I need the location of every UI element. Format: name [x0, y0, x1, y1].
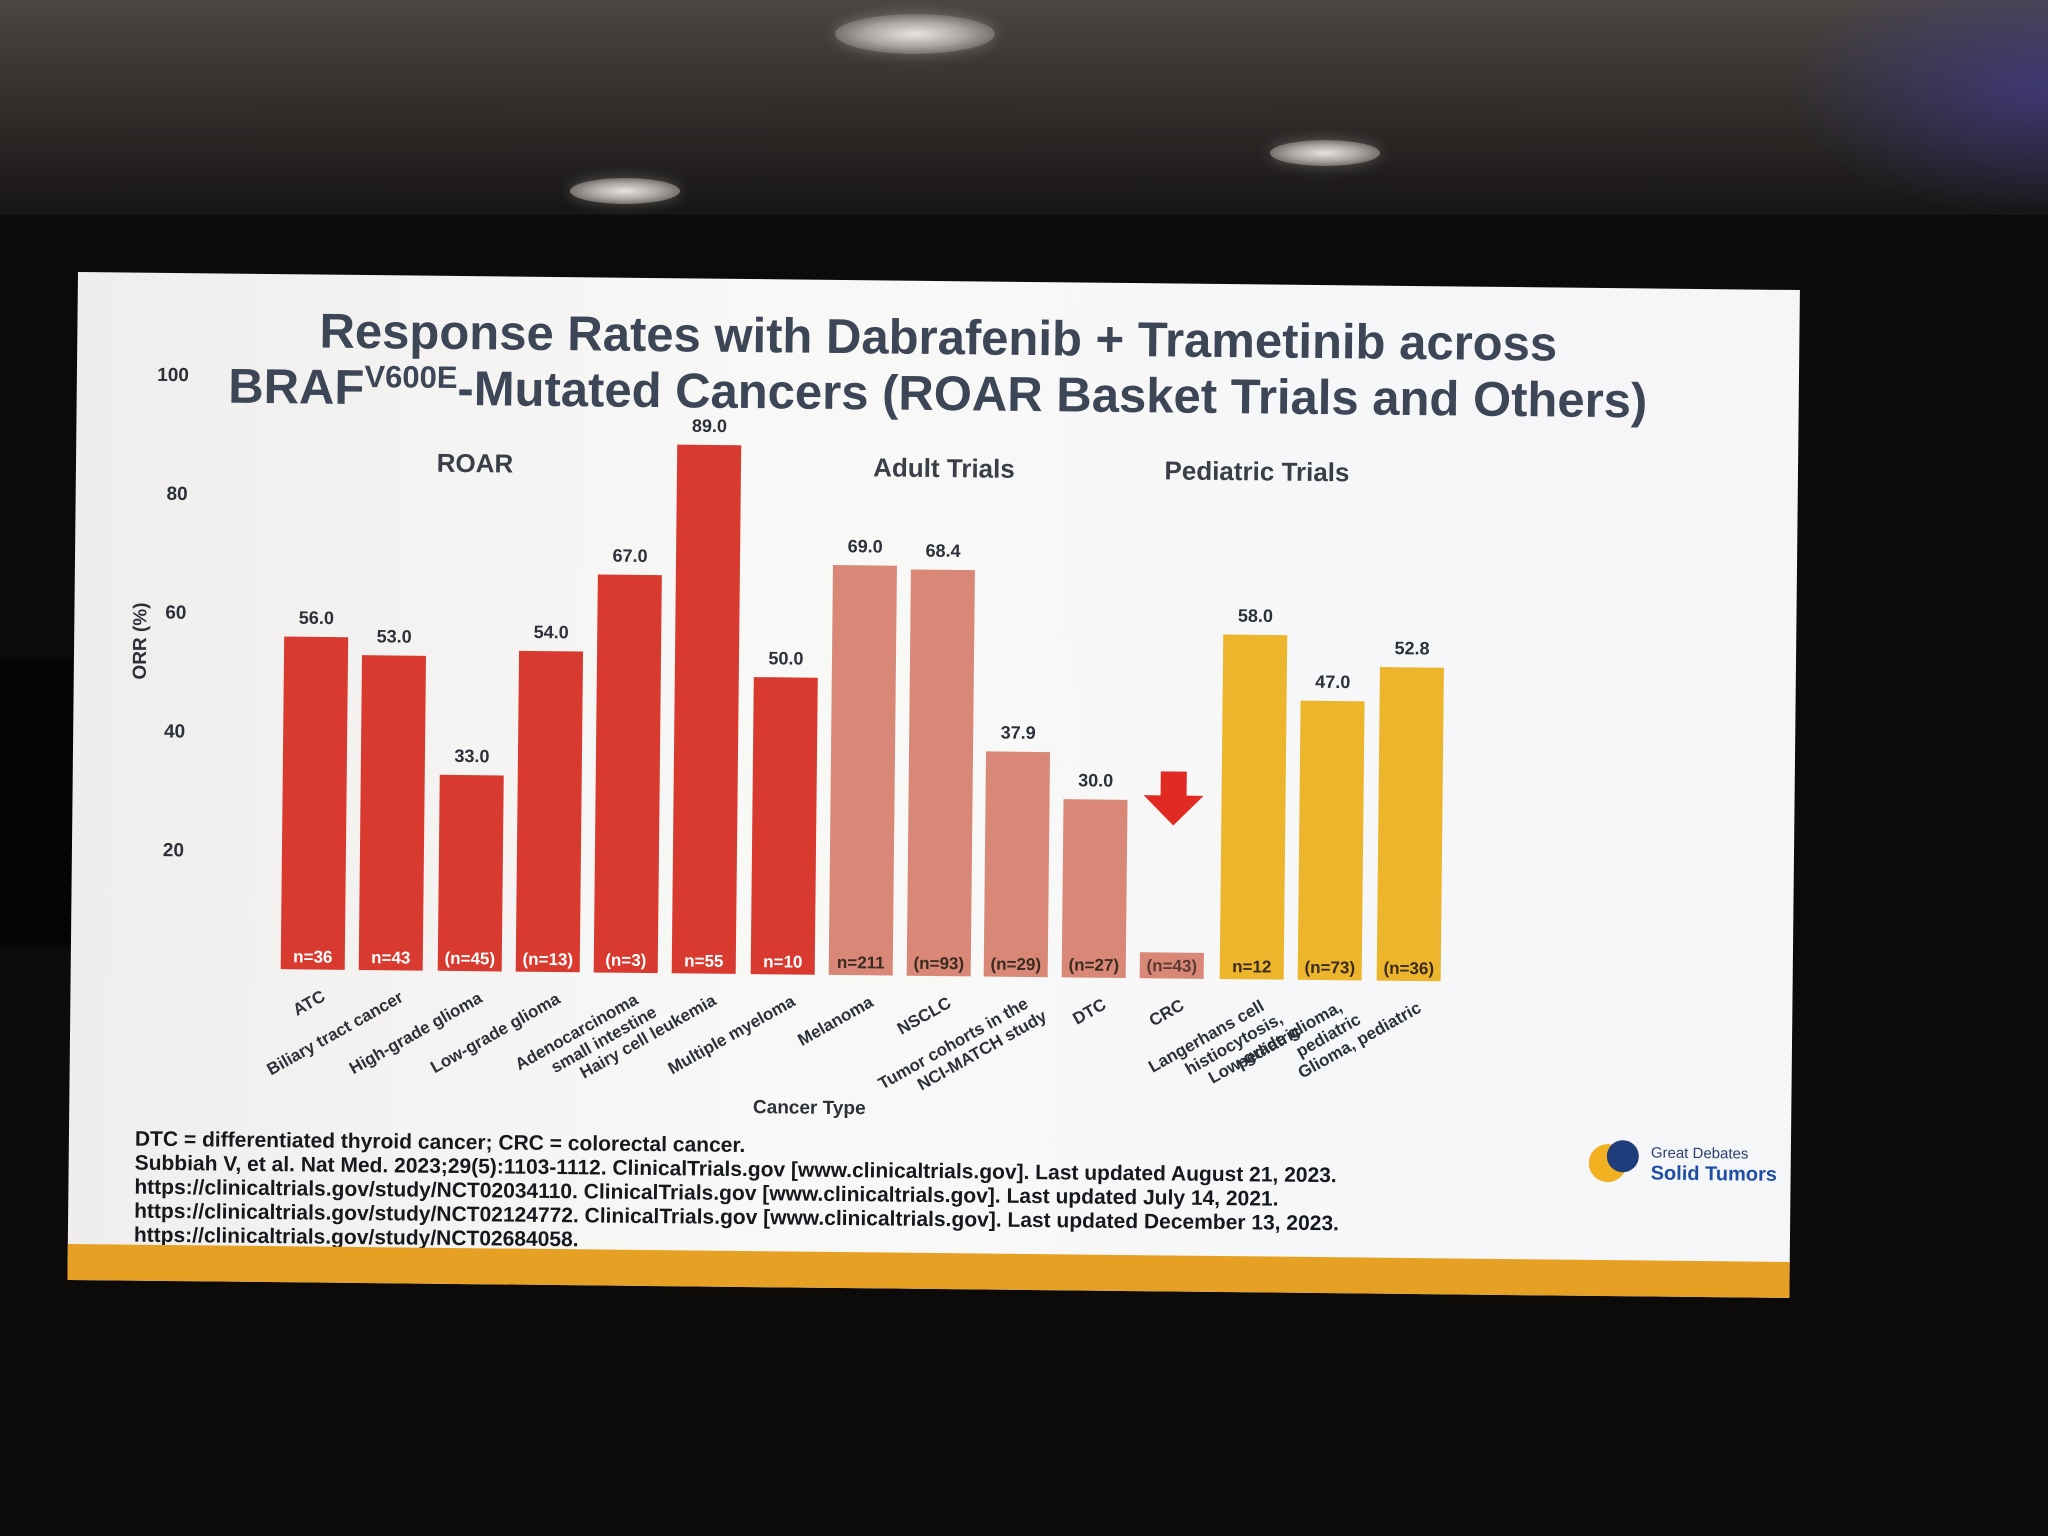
value-label: 30.0: [1078, 770, 1113, 790]
category-label: Low-grade glioma: [427, 989, 564, 1077]
down-arrow-icon: [1143, 771, 1204, 826]
sample-size-label: (n=29): [990, 955, 1041, 975]
logo-line-1: Great Debates: [1650, 1144, 1749, 1163]
footnotes: DTC = differentiated thyroid cancer; CRC…: [134, 1128, 1535, 1263]
value-label: 37.9: [1001, 723, 1036, 743]
category-label: CRC: [1146, 996, 1187, 1031]
value-label: 47.0: [1315, 672, 1350, 692]
bar-8: [906, 569, 975, 977]
sample-size-label: n=36: [293, 947, 332, 966]
y-tick-label: 20: [163, 840, 184, 861]
bar-9: [983, 751, 1051, 978]
bar-6: [750, 677, 818, 975]
sample-size-label: (n=27): [1068, 955, 1119, 975]
sample-size-label: (n=45): [444, 949, 495, 969]
category-label: NSCLC: [894, 993, 954, 1038]
bar-13: [1297, 700, 1365, 981]
y-tick-label: 60: [165, 603, 186, 624]
category-label-line: CRC: [1146, 996, 1187, 1031]
sample-size-label: n=10: [763, 952, 802, 971]
ceiling-light: [835, 14, 995, 54]
value-label: 67.0: [612, 546, 647, 566]
category-label-line: NSCLC: [894, 993, 954, 1038]
value-label: 33.0: [454, 746, 489, 766]
category-label: ATC: [290, 987, 329, 1020]
x-axis-label: Cancer Type: [753, 1097, 866, 1119]
bar-4: [593, 574, 662, 974]
logo-line-2: Solid Tumors: [1650, 1162, 1778, 1186]
great-debates-logo: Great Debates Solid Tumors: [1588, 1140, 1779, 1202]
sample-size-label: n=55: [684, 951, 723, 970]
ceiling-light: [1270, 140, 1380, 166]
value-label: 69.0: [848, 536, 883, 556]
category-label: Biliary tract cancer: [264, 987, 407, 1079]
ceiling-light: [570, 178, 680, 204]
ambient-light: [1788, 0, 2048, 220]
sample-size-label: (n=73): [1304, 958, 1355, 978]
category-label-line: High-grade glioma: [346, 988, 486, 1078]
bar-3: [515, 650, 584, 973]
value-label: 89.0: [692, 416, 727, 436]
sample-size-label: (n=93): [913, 954, 964, 974]
bar-12: [1219, 634, 1288, 980]
room-ceiling: [0, 0, 2048, 215]
value-label: 50.0: [768, 648, 803, 668]
category-label: Melanoma: [795, 992, 877, 1050]
presentation-slide: Response Rates with Dabrafenib + Trameti…: [67, 272, 1800, 1298]
value-label: 68.4: [926, 541, 961, 561]
y-tick-label: 100: [157, 365, 189, 386]
bar-2: [437, 774, 504, 972]
bar-0: [280, 636, 349, 970]
bar-1: [358, 655, 426, 971]
bar-14: [1376, 667, 1444, 982]
category-label-line: Biliary tract cancer: [264, 987, 407, 1079]
value-label: 53.0: [377, 626, 412, 646]
sample-size-label: (n=43): [1146, 956, 1197, 976]
category-label-line: ATC: [290, 987, 329, 1020]
bar-5: [671, 444, 742, 974]
bar-10: [1061, 799, 1128, 979]
bar-chart: 20 40 60 80 100 ORR (%) 56.0 n=36 ATC 53.0 n=43 Bil…: [130, 365, 1444, 1119]
value-label: 56.0: [299, 608, 334, 628]
sample-size-label: (n=3): [605, 951, 646, 970]
sample-size-label: (n=13): [522, 950, 573, 970]
category-label-line: DTC: [1070, 995, 1110, 1029]
category-label-line: Melanoma: [795, 992, 877, 1050]
category-label-line: Low-grade glioma: [427, 989, 564, 1077]
category-label: DTC: [1070, 995, 1110, 1029]
bar-7: [828, 565, 897, 976]
y-axis-label: ORR (%): [130, 602, 152, 679]
category-label: High-grade glioma: [346, 988, 486, 1078]
y-tick-label: 80: [166, 484, 187, 505]
sample-size-label: (n=36): [1383, 959, 1434, 979]
category-label: Tumor cohorts in theNCI-MATCH study: [875, 989, 1050, 1111]
sample-size-label: n=12: [1232, 957, 1271, 976]
value-label: 54.0: [534, 622, 569, 642]
y-tick-label: 40: [164, 721, 185, 742]
logo-mark-icon: [1606, 1140, 1639, 1173]
sample-size-label: n=43: [371, 948, 410, 967]
value-label: 58.0: [1238, 606, 1273, 626]
bar-11: [1139, 952, 1204, 979]
value-label: 52.8: [1395, 638, 1430, 658]
sample-size-label: n=211: [837, 953, 885, 972]
